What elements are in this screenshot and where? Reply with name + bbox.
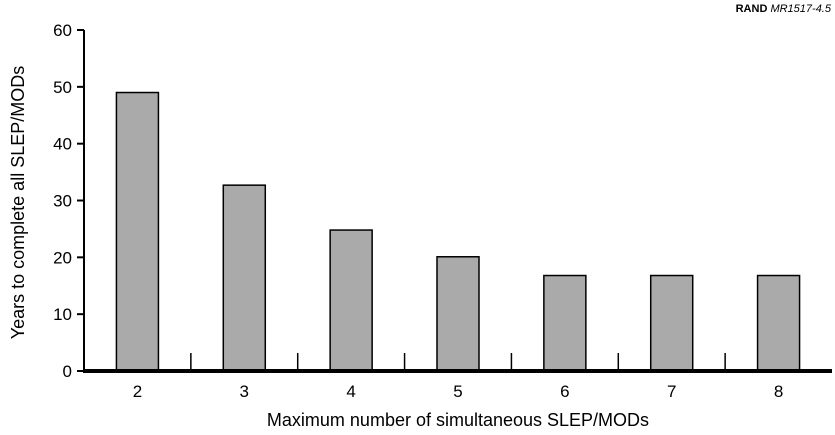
y-tick-label: 10 xyxy=(53,305,72,324)
bar-3 xyxy=(222,184,267,372)
y-axis-title: Years to complete all SLEP/MODs xyxy=(8,66,28,339)
x-tick-label: 6 xyxy=(560,382,569,401)
x-tick-label: 5 xyxy=(453,382,462,401)
y-tick-label: 50 xyxy=(53,78,72,97)
y-axis-ticks: 0 10 20 30 40 50 60 xyxy=(53,21,84,381)
x-tick-label: 4 xyxy=(346,382,355,401)
bars xyxy=(115,91,801,372)
bar-5 xyxy=(436,256,480,372)
source-org: RAND xyxy=(735,3,768,15)
bar-2 xyxy=(115,91,160,372)
x-tick-label: 3 xyxy=(240,382,249,401)
bar-4 xyxy=(329,229,373,372)
x-axis-ticks: 2 3 4 5 6 7 8 xyxy=(133,353,783,401)
bar-8 xyxy=(756,274,801,372)
x-tick-label: 2 xyxy=(133,382,142,401)
x-axis-title: Maximum number of simultaneous SLEP/MODs xyxy=(267,410,649,430)
x-tick-label: 8 xyxy=(774,382,783,401)
y-tick-label: 0 xyxy=(63,362,72,381)
y-tick-label: 20 xyxy=(53,248,72,267)
x-tick-label: 7 xyxy=(667,382,676,401)
bar-7 xyxy=(649,274,694,372)
figure-source-tag: RAND MR1517-4.5 xyxy=(736,3,831,15)
source-id: MR1517-4.5 xyxy=(770,3,831,15)
y-tick-label: 40 xyxy=(53,135,72,154)
y-tick-label: 60 xyxy=(53,21,72,40)
bar-6 xyxy=(543,274,587,372)
y-tick-label: 30 xyxy=(53,192,72,211)
